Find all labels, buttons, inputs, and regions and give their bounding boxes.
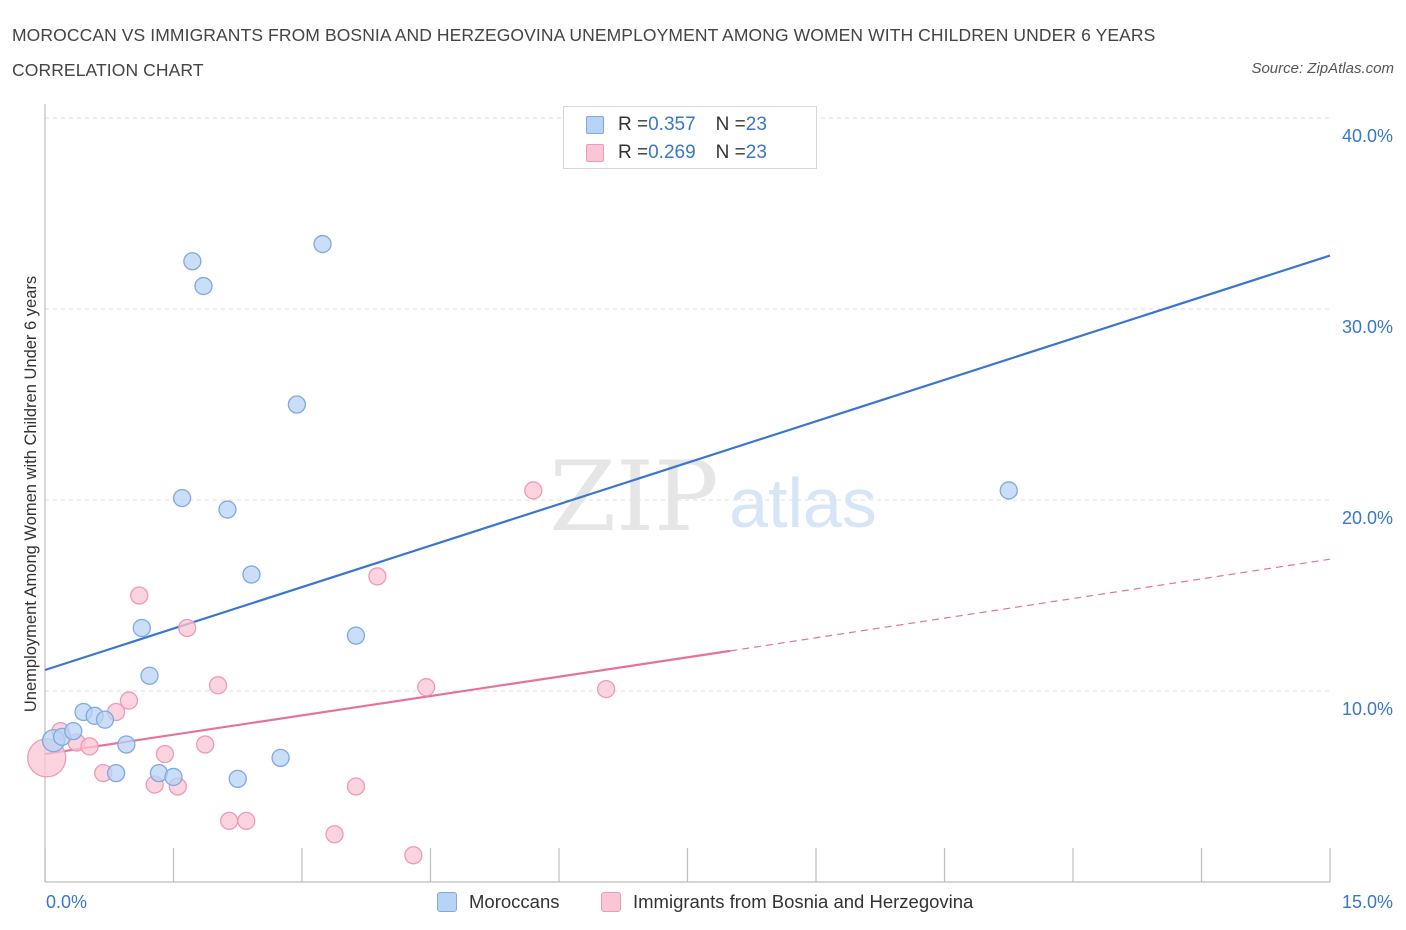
y-axis-label: Unemployment Among Women with Children U…: [22, 276, 40, 712]
point-bosnia: [237, 811, 256, 831]
legend-r-label: R =: [618, 114, 649, 135]
point-bosnia: [596, 679, 616, 699]
point-bosnia: [325, 825, 344, 844]
point-moroccans: [242, 565, 261, 584]
watermark-zip: ZIP: [549, 441, 718, 553]
point-moroccans: [271, 748, 290, 767]
point-moroccans: [164, 767, 183, 787]
legend-n-value: 23: [745, 142, 767, 163]
point-moroccans: [194, 276, 213, 296]
legend-n-label: N =: [715, 114, 746, 135]
point-bosnia: [80, 737, 99, 756]
points-layer: [27, 234, 1018, 865]
point-bosnia: [404, 846, 423, 865]
bottom-legend-moroccans: Moroccans: [437, 889, 559, 915]
watermark-atlas: atlas: [729, 464, 877, 542]
y-tick-label: 30.0%: [1342, 317, 1393, 337]
trendline-bosnia: [44, 649, 731, 756]
point-bosnia: [178, 618, 197, 638]
legend-r-label: R =: [618, 142, 649, 163]
point-moroccans: [346, 626, 366, 645]
point-moroccans: [64, 721, 83, 741]
legend-n-label: N =: [715, 142, 746, 163]
legend-n-value: 23: [745, 114, 767, 135]
legend-swatch-moroccans: [586, 116, 604, 134]
point-bosnia: [417, 678, 436, 697]
trendline-moroccans: [44, 254, 1331, 672]
point-moroccans: [999, 481, 1018, 500]
point-bosnia: [368, 567, 387, 586]
axes-layer: 10.0% 20.0% 30.0% 40.0% 0.0% 15.0%: [44, 104, 1393, 912]
point-bosnia: [208, 676, 228, 695]
point-bosnia: [155, 744, 175, 764]
legend-row-moroccans: R = 0.357 N = 23: [586, 113, 767, 137]
bottom-legend-swatch-bosnia: [601, 892, 621, 912]
trendline-bosnia-extension: [730, 558, 1331, 652]
correlation-legend: R = 0.357 N = 23 R = 0.269 N = 23: [563, 106, 817, 169]
chart-source: Source: ZipAtlas.com: [1251, 60, 1394, 77]
legend-row-bosnia: R = 0.269 N = 23: [586, 141, 767, 165]
bottom-legend-label-bosnia: Immigrants from Bosnia and Herzegovina: [633, 891, 974, 912]
point-moroccans: [117, 735, 136, 754]
point-bosnia: [119, 691, 139, 710]
chart-title: MOROCCAN VS IMMIGRANTS FROM BOSNIA AND H…: [12, 25, 1156, 80]
point-moroccans: [132, 618, 151, 638]
trend-layer: [44, 254, 1331, 756]
point-moroccans: [287, 395, 307, 414]
point-moroccans: [140, 666, 159, 685]
grid-layer: [45, 117, 1330, 692]
point-moroccans: [228, 769, 247, 789]
point-bosnia: [346, 777, 366, 796]
y-tick-label: 40.0%: [1342, 126, 1393, 146]
point-moroccans: [313, 234, 332, 254]
point-moroccans: [95, 710, 115, 729]
legend-r-value: 0.357: [648, 114, 696, 135]
y-tick-label: 10.0%: [1342, 699, 1393, 719]
x-tick-label: 15.0%: [1342, 892, 1393, 912]
point-bosnia: [524, 481, 543, 500]
bottom-legend-swatch-moroccans: [437, 892, 457, 912]
point-moroccans: [106, 763, 126, 783]
point-bosnia: [220, 811, 239, 831]
point-bosnia: [196, 735, 215, 754]
legend-r-value: 0.269: [648, 142, 696, 163]
point-moroccans: [218, 500, 237, 519]
legend-swatch-bosnia: [586, 144, 604, 162]
bottom-legend-label-moroccans: Moroccans: [469, 891, 560, 912]
bottom-legend-bosnia: Immigrants from Bosnia and Herzegovina: [601, 889, 973, 915]
watermark: ZIP atlas: [549, 441, 877, 553]
point-moroccans: [183, 252, 202, 271]
point-bosnia: [130, 586, 149, 605]
point-moroccans: [172, 488, 192, 508]
y-tick-label: 20.0%: [1342, 508, 1393, 528]
x-tick-label: 0.0%: [46, 892, 87, 912]
